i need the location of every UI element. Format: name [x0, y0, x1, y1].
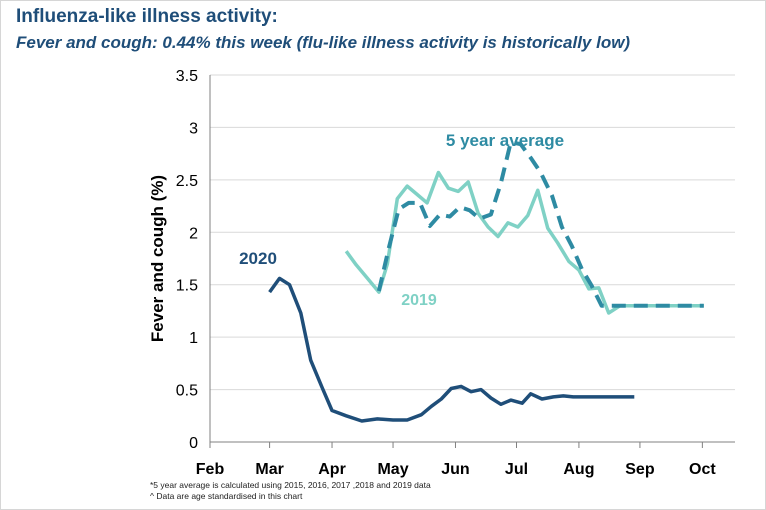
- y-tick-label: 0.5: [176, 383, 198, 400]
- x-tick-label-mar: Mar: [255, 461, 283, 478]
- y-tick-label: 3: [189, 120, 198, 137]
- x-tick-label-jun: Jun: [441, 461, 469, 478]
- x-tick-label-feb: Feb: [196, 461, 225, 478]
- series-line-5-year-average: [376, 140, 704, 308]
- x-axis-ticks: Feb Mar Apr May Jun Jul Aug Sep Oct: [196, 442, 716, 478]
- y-tick-label: 2: [189, 225, 198, 242]
- y-tick-label: 2.5: [176, 173, 198, 190]
- y-axis-ticks: 0 0.5 1 1.5 2 2.5 3 3.5: [176, 68, 198, 452]
- y-tick-label: 0: [189, 435, 198, 452]
- x-tick-label-apr: Apr: [318, 461, 346, 478]
- chart-subtitle: Fever and cough: 0.44% this week (flu-li…: [16, 33, 631, 52]
- series-labels: 2020 2019 5 year average: [239, 131, 564, 309]
- x-tick-label-sep: Sep: [625, 461, 655, 478]
- footnote-age: ^ Data are age standardised in this char…: [150, 491, 303, 501]
- y-tick-label: 3.5: [176, 68, 198, 85]
- gridlines: [209, 74, 735, 443]
- series-label-2019: 2019: [401, 292, 437, 309]
- footnote-5yr: *5 year average is calculated using 2015…: [150, 480, 431, 490]
- x-tick-label-aug: Aug: [563, 461, 594, 478]
- series-line-2020: [268, 276, 635, 423]
- series-line-2019: [344, 170, 704, 315]
- x-tick-label-oct: Oct: [689, 461, 716, 478]
- footnotes: *5 year average is calculated using 2015…: [150, 480, 431, 502]
- series-lines: [268, 140, 704, 423]
- series-label-2020: 2020: [239, 249, 277, 268]
- y-tick-label: 1: [189, 330, 198, 347]
- series-label-5-year-average: 5 year average: [446, 131, 564, 150]
- x-tick-label-may: May: [377, 461, 408, 478]
- y-axis-label: Fever and cough (%): [148, 175, 167, 342]
- y-tick-label: 1.5: [176, 278, 198, 295]
- chart-title: Influenza-like illness activity:: [16, 6, 278, 27]
- x-tick-label-jul: Jul: [505, 461, 528, 478]
